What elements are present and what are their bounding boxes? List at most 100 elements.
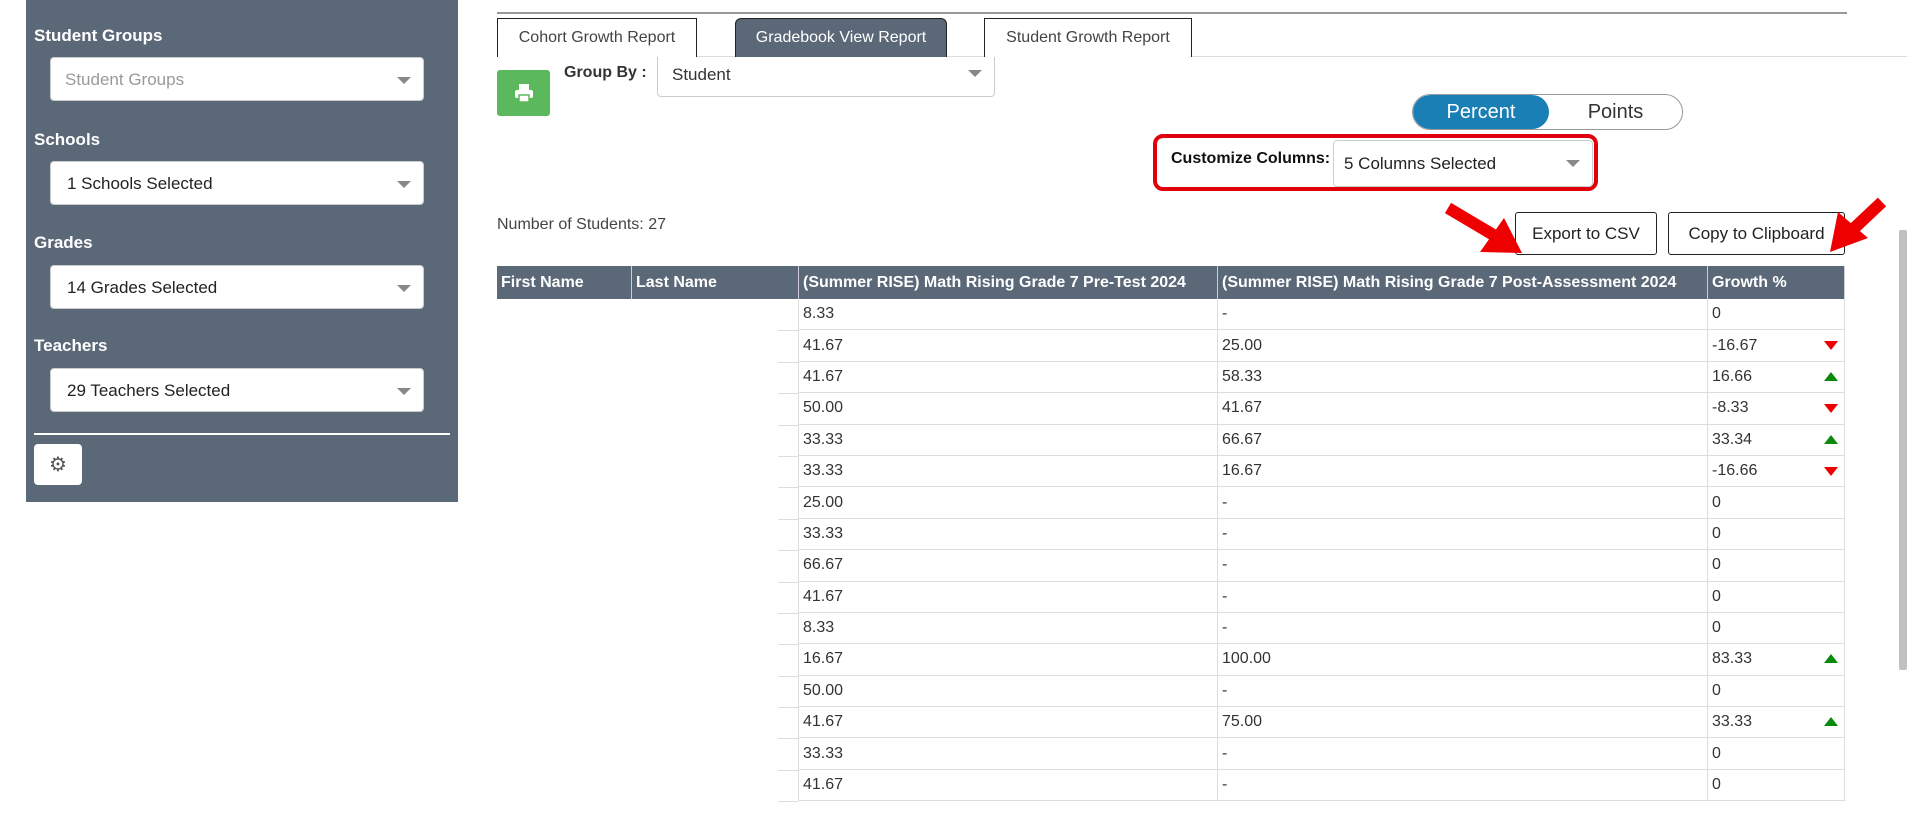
growth-cell: 33.33 — [1708, 707, 1845, 739]
table-row: 50.00 - 0 — [497, 675, 1845, 709]
export-csv-button[interactable]: Export to CSV — [1515, 212, 1657, 255]
growth-cell: 0 — [1708, 518, 1845, 551]
post-assessment-cell: - — [1218, 550, 1708, 582]
tab-cohort-growth-report[interactable]: Cohort Growth Report — [497, 18, 697, 57]
chevron-down-icon — [397, 285, 411, 292]
growth-cell: -8.33 — [1708, 393, 1845, 425]
growth-cell-value: 0 — [1712, 556, 1721, 574]
pre-test-cell: 33.33 — [799, 455, 1218, 488]
last-name-cell — [632, 644, 799, 678]
tab-student-growth-report[interactable]: Student Growth Report — [984, 18, 1192, 57]
growth-cell-value: 33.34 — [1712, 430, 1753, 448]
pre-test-cell-value: 33.33 — [803, 462, 844, 480]
settings-button[interactable]: ⚙ — [34, 444, 82, 485]
post-assessment-cell-value: 100.00 — [1222, 650, 1271, 668]
header-first-name[interactable]: First Name — [497, 266, 632, 299]
post-assessment-cell: - — [1218, 769, 1708, 802]
post-assessment-cell: 75.00 — [1218, 707, 1708, 739]
growth-cell-value: 0 — [1712, 587, 1721, 605]
growth-cell-value: 0 — [1712, 305, 1721, 323]
post-assessment-cell-value: - — [1222, 776, 1228, 794]
pre-test-cell: 41.67 — [799, 361, 1218, 394]
first-name-cell — [497, 644, 632, 675]
post-assessment-cell-value: - — [1222, 619, 1228, 637]
post-assessment-cell-value: 75.00 — [1222, 713, 1263, 731]
customize-columns-select[interactable]: 5 Columns Selected — [1333, 140, 1593, 187]
pre-test-cell-value: 50.00 — [803, 681, 844, 699]
growth-cell-value: 0 — [1712, 619, 1721, 637]
growth-cell: 0 — [1708, 550, 1845, 582]
header-post-assessment[interactable]: (Summer RISE) Math Rising Grade 7 Post-A… — [1218, 266, 1708, 299]
post-assessment-cell-value: - — [1222, 305, 1228, 323]
first-name-cell — [497, 519, 632, 550]
growth-cell: 16.66 — [1708, 361, 1845, 394]
pre-test-cell-value: 33.33 — [803, 430, 844, 448]
pre-test-cell: 16.67 — [799, 644, 1218, 676]
header-last-name[interactable]: Last Name — [632, 266, 799, 299]
group-by-select[interactable]: Student — [657, 57, 995, 97]
printer-icon — [514, 84, 533, 103]
print-button[interactable] — [497, 70, 550, 116]
post-assessment-cell-value: 58.33 — [1222, 367, 1263, 385]
tab-gradebook-view-report[interactable]: Gradebook View Report — [735, 18, 947, 57]
pre-test-cell: 8.33 — [799, 612, 1218, 645]
growth-cell: 0 — [1708, 769, 1845, 802]
post-assessment-cell: 41.67 — [1218, 393, 1708, 425]
group-by-label: Group By : — [564, 64, 647, 81]
table-row: 8.33 - 0 — [497, 612, 1845, 646]
schools-select[interactable]: 1 Schools Selected — [50, 161, 424, 205]
pre-test-cell: 25.00 — [799, 487, 1218, 519]
pre-test-cell-value: 33.33 — [803, 524, 844, 542]
table-row: 33.33 - 0 — [497, 738, 1845, 772]
post-assessment-cell: 66.67 — [1218, 424, 1708, 456]
table-row: 33.33 - 0 — [497, 518, 1845, 552]
first-name-cell — [497, 456, 632, 487]
toggle-points[interactable]: Points — [1587, 100, 1644, 123]
pre-test-cell: 33.33 — [799, 518, 1218, 551]
student-groups-select[interactable]: Student Groups — [50, 57, 424, 101]
header-growth[interactable]: Growth % — [1708, 266, 1845, 299]
post-assessment-cell-value: 25.00 — [1222, 336, 1263, 354]
growth-cell: 33.34 — [1708, 424, 1845, 456]
chevron-down-icon — [1566, 160, 1580, 167]
copy-clipboard-button[interactable]: Copy to Clipboard — [1668, 212, 1845, 255]
last-name-cell — [632, 299, 799, 332]
teachers-select[interactable]: 29 Teachers Selected — [50, 368, 424, 412]
first-name-cell — [497, 770, 632, 801]
student-groups-label: Student Groups — [34, 26, 163, 45]
first-name-cell — [497, 425, 632, 456]
pre-test-cell-value: 41.67 — [803, 587, 844, 605]
first-name-cell — [497, 299, 632, 330]
first-name-cell — [497, 707, 632, 738]
chevron-down-icon — [397, 181, 411, 188]
header-pre-test[interactable]: (Summer RISE) Math Rising Grade 7 Pre-Te… — [799, 266, 1218, 299]
pre-test-cell-value: 66.67 — [803, 556, 844, 574]
last-name-cell — [632, 707, 799, 740]
red-arrow-icon — [1830, 197, 1887, 252]
pre-test-cell: 66.67 — [799, 550, 1218, 582]
percent-points-toggle: Percent Points — [1412, 94, 1683, 130]
pre-test-cell-value: 8.33 — [803, 619, 835, 637]
customize-columns-label: Customize Columns: — [1171, 150, 1331, 167]
annotation-arrows — [1444, 197, 1887, 253]
scrollbar[interactable] — [1899, 230, 1907, 670]
pre-test-cell: 41.67 — [799, 769, 1218, 802]
chevron-down-icon — [968, 70, 982, 77]
growth-cell-value: 0 — [1712, 744, 1721, 762]
post-assessment-cell-value: 16.67 — [1222, 462, 1263, 480]
table-row: 41.67 58.33 16.66 — [497, 361, 1845, 395]
grades-select[interactable]: 14 Grades Selected — [50, 265, 424, 309]
first-name-cell — [497, 613, 632, 644]
first-name-cell — [497, 582, 632, 613]
post-assessment-cell: - — [1218, 487, 1708, 519]
pre-test-cell-value: 41.67 — [803, 713, 844, 731]
post-assessment-cell: - — [1218, 299, 1708, 331]
growth-cell: 83.33 — [1708, 644, 1845, 676]
toggle-percent[interactable]: Percent — [1413, 95, 1549, 129]
last-name-cell — [632, 550, 799, 583]
divider — [34, 433, 450, 435]
pre-test-cell-value: 41.67 — [803, 776, 844, 794]
first-name-cell — [497, 487, 632, 518]
triangle-down-icon — [1824, 341, 1838, 351]
post-assessment-cell-value: - — [1222, 524, 1228, 542]
